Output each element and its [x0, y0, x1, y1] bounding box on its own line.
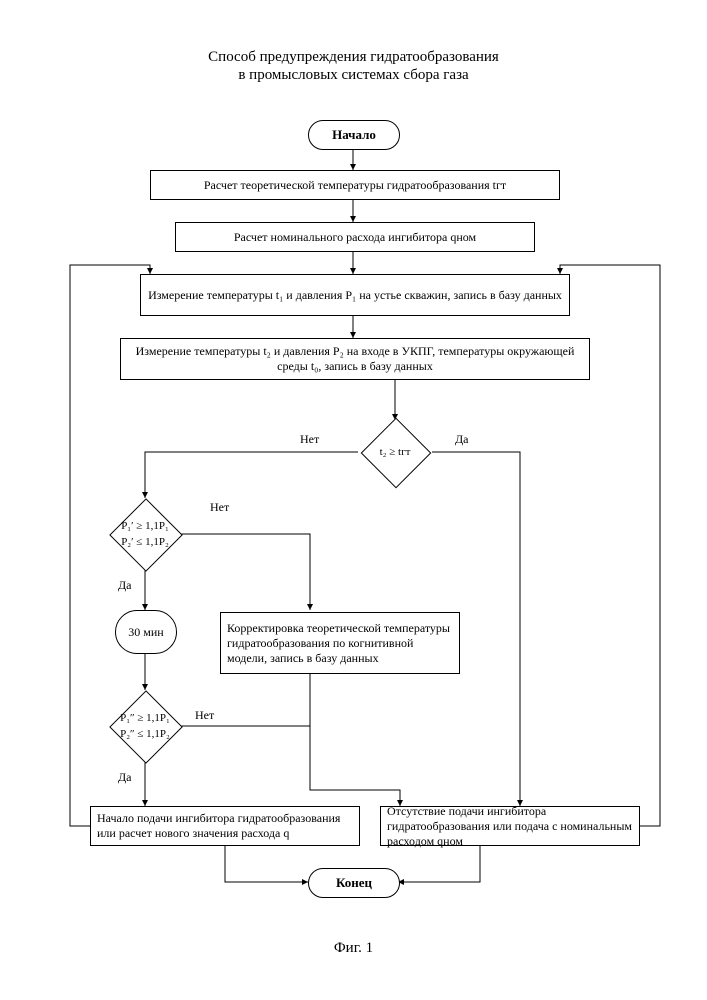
wait-30min: 30 мин: [115, 610, 177, 654]
box-correction: Корректировка теоретической температуры …: [220, 612, 460, 674]
label-no-t2: Нет: [300, 432, 319, 447]
figure-caption: Фиг. 1: [0, 940, 707, 957]
box-start-feed: Начало подачи ингибитора гидратообразова…: [90, 806, 360, 846]
flowchart-connectors: [0, 0, 707, 1000]
label-no-p2: Нет: [195, 708, 214, 723]
label-yes-t2: Да: [455, 432, 469, 447]
label-yes-p2: Да: [118, 770, 132, 785]
page: Способ предупреждения гидратообразования…: [0, 0, 707, 1000]
box-measure-t1: Измерение температуры t₁ и давления P₁ н…: [140, 274, 570, 316]
label-no-p1: Нет: [210, 500, 229, 515]
box-calc-nominal: Расчет номинального расхода ингибитора q…: [175, 222, 535, 252]
terminator-start: Начало: [308, 120, 400, 150]
terminator-end: Конец: [308, 868, 400, 898]
label-yes-p1: Да: [118, 578, 132, 593]
box-measure-t2: Измерение температуры t₂ и давления P₂ н…: [120, 338, 590, 380]
box-calc-temperature: Расчет теоретической температуры гидрато…: [150, 170, 560, 200]
box-no-feed: Отсутствие подачи ингибитора гидратообра…: [380, 806, 640, 846]
